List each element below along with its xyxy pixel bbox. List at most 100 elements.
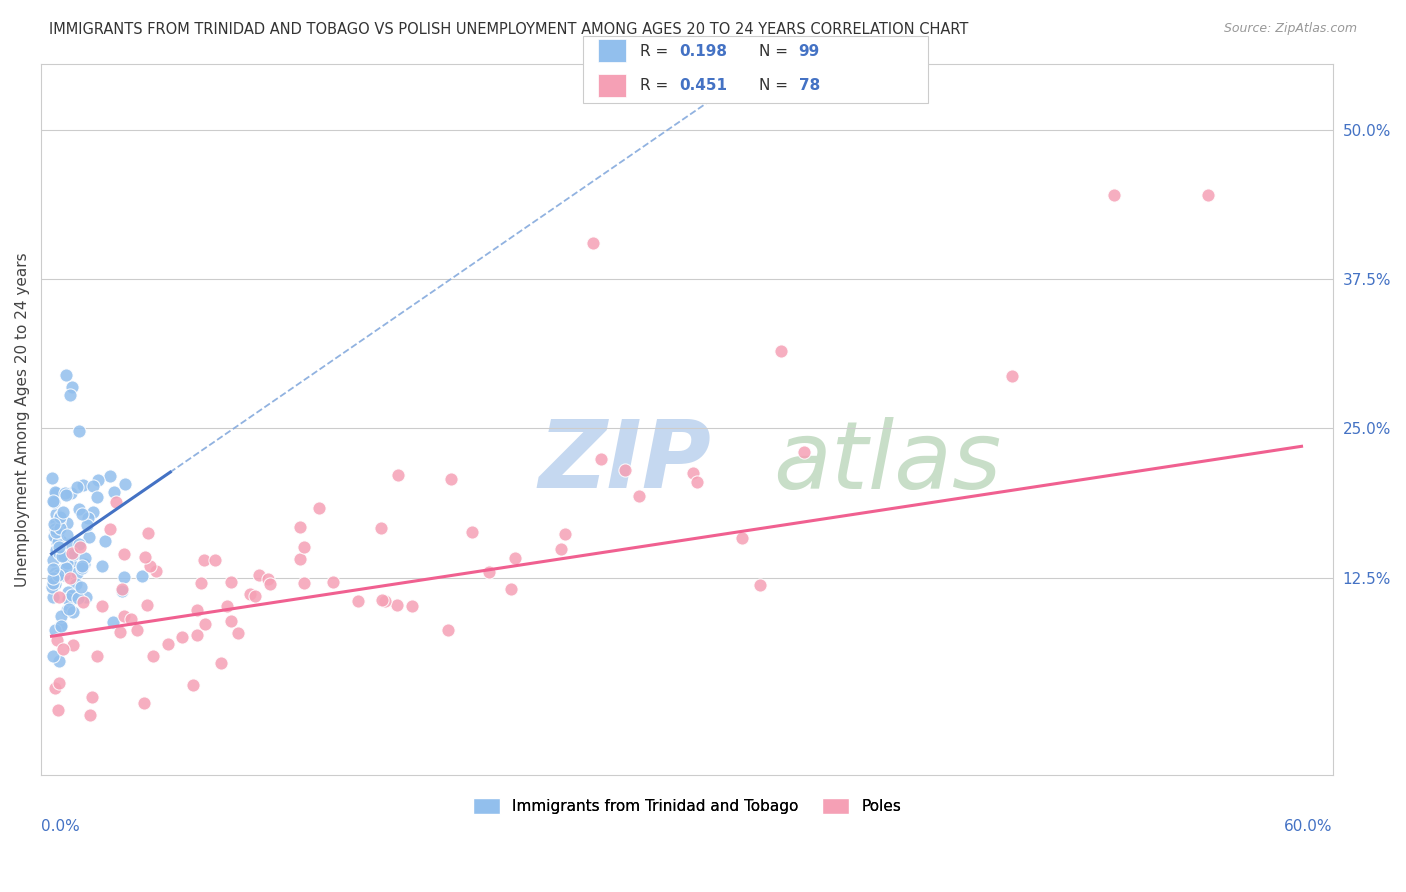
Point bbox=[67, 536, 90, 550]
Point bbox=[60, 588, 83, 602]
Point bbox=[589, 451, 612, 466]
Point bbox=[461, 525, 484, 540]
Point bbox=[501, 582, 523, 597]
Point bbox=[67, 424, 90, 438]
Point bbox=[59, 558, 82, 572]
Legend: Immigrants from Trinidad and Tobago, Poles: Immigrants from Trinidad and Tobago, Pol… bbox=[467, 791, 907, 821]
Point bbox=[49, 521, 72, 535]
Point bbox=[75, 591, 97, 605]
Point bbox=[82, 479, 104, 493]
Point bbox=[48, 546, 70, 560]
Point bbox=[49, 533, 72, 548]
Point bbox=[82, 690, 104, 704]
Point bbox=[370, 521, 392, 535]
Point bbox=[256, 572, 278, 586]
Point bbox=[186, 603, 208, 617]
Point bbox=[42, 575, 65, 590]
Point bbox=[44, 566, 66, 580]
Point bbox=[90, 558, 112, 573]
Point bbox=[45, 515, 67, 529]
Point bbox=[72, 561, 94, 575]
Point bbox=[554, 527, 576, 541]
Point bbox=[226, 625, 249, 640]
Point bbox=[63, 547, 86, 561]
Point bbox=[112, 570, 135, 584]
Point bbox=[44, 577, 66, 591]
Point bbox=[52, 504, 75, 518]
Point bbox=[46, 703, 69, 717]
Point bbox=[72, 559, 94, 574]
Point bbox=[45, 632, 67, 647]
Point bbox=[1001, 368, 1024, 383]
Point bbox=[67, 501, 90, 516]
Point bbox=[134, 549, 156, 564]
Point bbox=[243, 589, 266, 603]
Point bbox=[186, 628, 208, 642]
Text: N =: N = bbox=[759, 45, 793, 59]
Point bbox=[70, 580, 93, 594]
Point bbox=[62, 605, 84, 619]
Point bbox=[731, 531, 754, 545]
Point bbox=[111, 583, 134, 598]
Point bbox=[190, 576, 212, 591]
Point bbox=[503, 551, 526, 566]
Point bbox=[44, 681, 66, 696]
Point bbox=[55, 368, 77, 382]
Point bbox=[98, 469, 121, 483]
Point bbox=[42, 571, 65, 585]
Point bbox=[217, 599, 239, 614]
Point bbox=[60, 379, 83, 393]
Point bbox=[103, 485, 125, 500]
Y-axis label: Unemployment Among Ages 20 to 24 years: Unemployment Among Ages 20 to 24 years bbox=[15, 252, 30, 587]
Point bbox=[48, 654, 70, 668]
Point bbox=[49, 619, 72, 633]
Point bbox=[136, 525, 159, 540]
Point bbox=[292, 576, 315, 591]
Text: atlas: atlas bbox=[773, 417, 1001, 508]
Point bbox=[56, 516, 79, 531]
Point bbox=[42, 553, 65, 567]
Point bbox=[56, 603, 79, 617]
Point bbox=[259, 577, 281, 591]
Point bbox=[374, 594, 396, 608]
Point bbox=[401, 599, 423, 613]
Text: Source: ZipAtlas.com: Source: ZipAtlas.com bbox=[1223, 22, 1357, 36]
Point bbox=[387, 468, 409, 483]
Point bbox=[55, 557, 77, 571]
Point bbox=[42, 494, 65, 508]
Point bbox=[51, 549, 73, 564]
Point bbox=[55, 561, 77, 575]
Point bbox=[75, 550, 97, 565]
Point bbox=[56, 585, 79, 599]
Point bbox=[53, 568, 76, 582]
Point bbox=[66, 480, 89, 494]
Point bbox=[55, 488, 77, 502]
Point bbox=[1102, 188, 1125, 202]
Point bbox=[437, 624, 460, 638]
Point bbox=[60, 486, 83, 500]
Point bbox=[59, 546, 82, 560]
Point bbox=[292, 540, 315, 554]
Point bbox=[219, 614, 242, 628]
Point bbox=[46, 568, 69, 582]
Point bbox=[77, 511, 100, 525]
Point bbox=[45, 524, 67, 539]
Point bbox=[136, 598, 159, 612]
Point bbox=[193, 553, 215, 567]
Point bbox=[112, 609, 135, 624]
Point bbox=[66, 591, 89, 605]
Point bbox=[478, 566, 501, 580]
Point bbox=[45, 486, 67, 500]
Point bbox=[45, 543, 67, 558]
Point bbox=[48, 525, 70, 540]
Point bbox=[52, 641, 75, 656]
Point bbox=[1197, 188, 1219, 202]
Text: 99: 99 bbox=[799, 45, 820, 59]
Point bbox=[52, 562, 75, 576]
Point bbox=[58, 602, 80, 616]
Point bbox=[60, 546, 83, 560]
Text: 0.198: 0.198 bbox=[679, 45, 727, 59]
Point bbox=[44, 522, 66, 536]
Point bbox=[769, 343, 792, 358]
Point bbox=[103, 615, 125, 629]
